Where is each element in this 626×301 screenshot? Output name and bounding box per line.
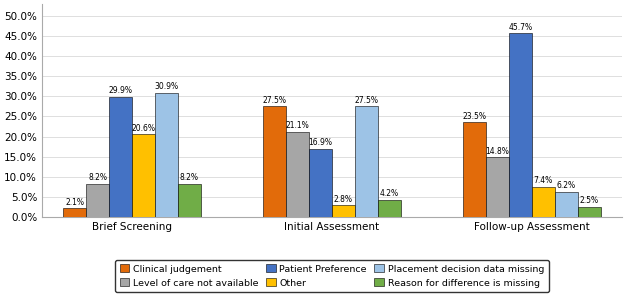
Text: 7.4%: 7.4%	[534, 176, 553, 185]
Bar	[555, 192, 578, 217]
Text: 4.2%: 4.2%	[380, 189, 399, 198]
Bar	[155, 93, 178, 217]
Text: 16.9%: 16.9%	[309, 138, 332, 147]
Bar	[578, 207, 601, 217]
Text: 14.8%: 14.8%	[485, 147, 510, 156]
Bar	[378, 200, 401, 217]
Text: 21.1%: 21.1%	[285, 122, 309, 131]
Bar	[63, 208, 86, 217]
Text: 30.9%: 30.9%	[155, 82, 178, 91]
Text: 2.5%: 2.5%	[580, 196, 599, 205]
Text: 23.5%: 23.5%	[463, 112, 486, 121]
Text: 6.2%: 6.2%	[557, 181, 576, 190]
Bar	[463, 123, 486, 217]
Legend: Clinical judgement, Level of care not available, Patient Preference, Other, Plac: Clinical judgement, Level of care not av…	[115, 260, 549, 292]
Bar	[332, 206, 355, 217]
Text: 2.8%: 2.8%	[334, 195, 353, 204]
Text: 27.5%: 27.5%	[354, 96, 379, 105]
Bar	[355, 107, 378, 217]
Bar	[178, 184, 201, 217]
Text: 20.6%: 20.6%	[131, 123, 155, 132]
Text: 45.7%: 45.7%	[508, 23, 533, 32]
Text: 2.1%: 2.1%	[65, 198, 84, 207]
Bar	[86, 184, 109, 217]
Bar	[532, 187, 555, 217]
Bar	[132, 134, 155, 217]
Text: 8.2%: 8.2%	[180, 173, 199, 182]
Bar	[286, 132, 309, 217]
Bar	[263, 107, 286, 217]
Bar	[486, 157, 509, 217]
Text: 29.9%: 29.9%	[108, 86, 133, 95]
Bar	[509, 33, 532, 217]
Text: 8.2%: 8.2%	[88, 173, 107, 182]
Bar	[109, 97, 132, 217]
Text: 27.5%: 27.5%	[262, 96, 287, 105]
Bar	[309, 149, 332, 217]
